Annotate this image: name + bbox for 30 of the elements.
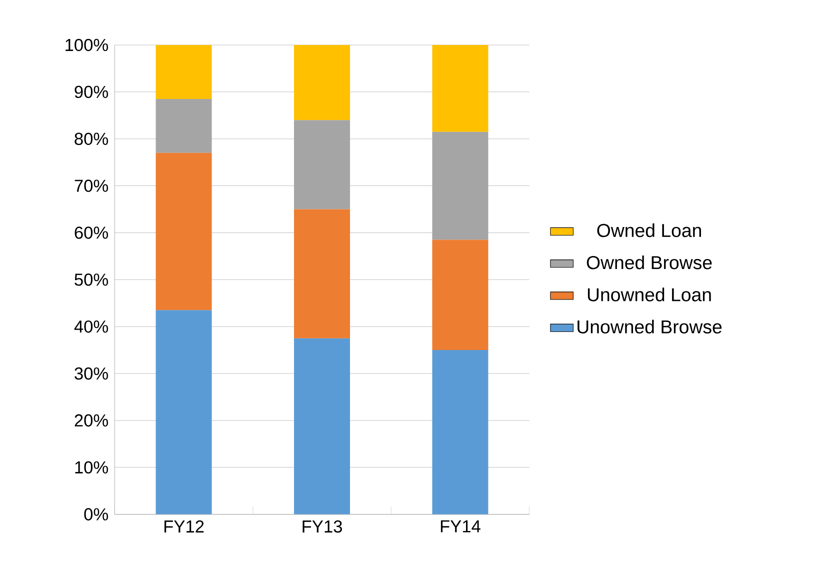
legend-label: Owned Loan [597, 223, 701, 238]
y-tick-label: 100% [66, 38, 108, 52]
x-tick-label: FY13 [302, 520, 342, 533]
y-tick-label: 10% [75, 461, 108, 474]
y-tick-label: 50% [74, 274, 108, 286]
bar [294, 338, 350, 514]
x-tick-label: FY12 [164, 520, 204, 532]
legend-label: Unowned Loan [588, 288, 711, 302]
bar [432, 132, 488, 240]
bar [432, 350, 488, 514]
bar [294, 120, 350, 210]
bar [156, 44, 212, 99]
bar [294, 209, 350, 338]
y-tick-label: 0% [84, 508, 108, 520]
y-tick-label: 90% [74, 86, 108, 98]
y-tick-label: 60% [74, 226, 108, 239]
y-tick-label: 30% [74, 367, 108, 380]
y-tick-label: 20% [74, 414, 108, 427]
bar [156, 310, 212, 514]
x-tick-label: FY14 [440, 520, 480, 532]
legend-label: Owned Browse [586, 256, 712, 270]
bar [432, 44, 488, 132]
bar [432, 240, 488, 350]
bar [156, 152, 212, 310]
y-tick-label: 40% [74, 320, 108, 333]
y-tick-label: 70% [74, 180, 108, 192]
y-tick-label: 80% [74, 132, 108, 145]
bar [156, 98, 212, 153]
legend-label: Unowned Browse [578, 320, 722, 334]
bar [294, 44, 350, 120]
